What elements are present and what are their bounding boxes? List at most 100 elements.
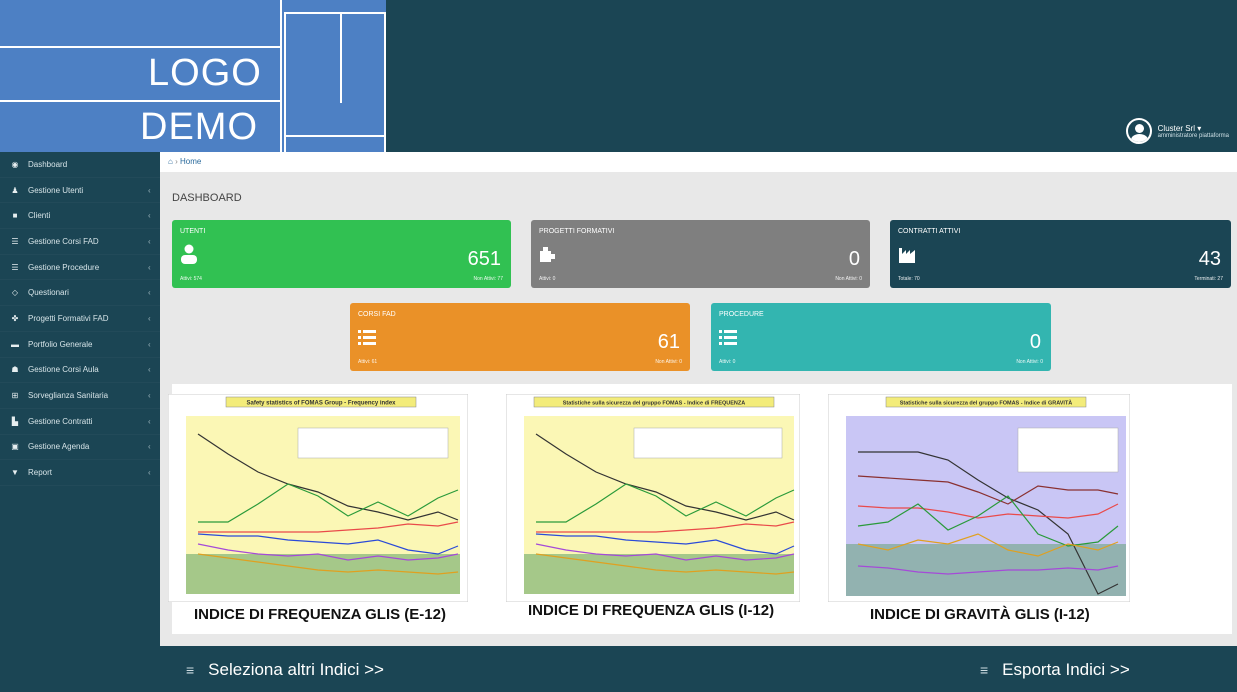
sidebar-item-label: Portfolio Generale xyxy=(28,339,93,349)
list-icon: ☰ xyxy=(11,262,19,272)
tile-value: 0 xyxy=(1029,331,1041,353)
tile-contratti-attivi[interactable]: CONTRATTI ATTIVI 43 Totale: 70 Terminati… xyxy=(890,220,1231,288)
sidebar-item-label: Gestione Procedure xyxy=(28,262,100,272)
footer-bar: ≡ Seleziona altri Indici >> ≡ Esporta In… xyxy=(0,646,1237,692)
user-icon: ♟ xyxy=(11,185,19,195)
sidebar-item-report[interactable]: ▼ Report ‹ xyxy=(0,460,160,486)
sidebar-item-label: Report xyxy=(28,468,53,478)
chevron-left-icon: ‹ xyxy=(148,211,151,221)
sidebar-item-label: Gestione Corsi Aula xyxy=(28,365,99,375)
chart-caption: INDICE DI FREQUENZA GLIS (E-12) xyxy=(194,606,446,623)
user-role: amministratore piattaforma xyxy=(1157,132,1229,139)
user-icon xyxy=(181,244,197,264)
diamond-icon: ◇ xyxy=(11,288,19,298)
menu-icon: ≡ xyxy=(186,662,195,678)
tile-footer-left: Totale: 70 xyxy=(898,276,920,282)
chevron-left-icon: ‹ xyxy=(148,262,151,272)
menu-icon: ≡ xyxy=(980,662,989,678)
chart-gravity-i12[interactable]: Statistiche sulla sicurezza del gruppo F… xyxy=(828,394,1130,602)
chart-caption: INDICE DI FREQUENZA GLIS (I-12) xyxy=(528,602,775,619)
user-name: Cluster Srl xyxy=(1157,123,1195,133)
logo-line2: DEMO xyxy=(140,106,258,148)
chevron-left-icon: ‹ xyxy=(148,288,151,298)
tile-footer-right: Non Attivi: 0 xyxy=(655,359,682,365)
sidebar-item-label: Gestione Contratti xyxy=(28,416,93,426)
chevron-left-icon: ‹ xyxy=(148,313,151,323)
breadcrumb-separator: › xyxy=(175,157,178,166)
logo[interactable]: LOGO DEMO xyxy=(0,0,386,152)
puzzle-icon xyxy=(540,247,555,262)
avatar-icon[interactable] xyxy=(1125,118,1152,144)
tile-title: PROCEDURE xyxy=(719,311,764,318)
sidebar-item-gestione-corsi-fad[interactable]: ☰ Gestione Corsi FAD ‹ xyxy=(0,229,160,255)
users-icon: ☗ xyxy=(11,365,19,375)
chevron-down-icon[interactable]: ▾ xyxy=(1197,123,1202,133)
chart-header: Statistiche sulla sicurezza del gruppo F… xyxy=(900,400,1073,407)
chart-frequency-e12[interactable]: Safety statistics of FOMAS Group - Frequ… xyxy=(168,394,468,602)
select-indices-button[interactable]: ≡ Seleziona altri Indici >> xyxy=(186,660,384,680)
tile-value: 61 xyxy=(657,331,680,353)
logo-line1: LOGO xyxy=(148,52,262,94)
chart-frequency-i12[interactable]: Statistiche sulla sicurezza del gruppo F… xyxy=(506,394,800,602)
select-indices-label: Seleziona altri Indici >> xyxy=(208,660,384,679)
sidebar-item-gestione-corsi-aula[interactable]: ☗ Gestione Corsi Aula ‹ xyxy=(0,358,160,384)
tile-footer-left: Attivi: 61 xyxy=(358,359,378,365)
tile-footer-right: Non Attivi: 77 xyxy=(473,276,503,282)
sidebar-item-label: Gestione Agenda xyxy=(28,442,90,452)
plus-square-icon: ⊞ xyxy=(11,391,19,401)
sidebar-item-label: Gestione Utenti xyxy=(28,185,84,195)
export-indices-button[interactable]: ≡ Esporta Indici >> xyxy=(980,660,1130,680)
list-icon: ☰ xyxy=(11,236,19,246)
factory-icon xyxy=(899,248,915,263)
tile-footer-right: Terminati: 27 xyxy=(1194,276,1223,282)
sidebar-item-sorveglianza-sanitaria[interactable]: ⊞ Sorveglianza Sanitaria ‹ xyxy=(0,383,160,409)
home-icon[interactable]: ⌂ xyxy=(168,157,173,166)
sidebar-item-gestione-procedure[interactable]: ☰ Gestione Procedure ‹ xyxy=(0,255,160,281)
sidebar-item-label: Clienti xyxy=(28,211,51,221)
charts-panel: Safety statistics of FOMAS Group - Frequ… xyxy=(168,384,1232,634)
chart-caption: INDICE DI GRAVITÀ GLIS (I-12) xyxy=(870,606,1090,623)
sidebar-item-label: Questionari xyxy=(28,288,69,298)
sidebar-item-dashboard[interactable]: ◉ Dashboard xyxy=(0,152,160,178)
chevron-left-icon: ‹ xyxy=(148,416,151,426)
tile-footer-left: Attivi: 574 xyxy=(180,276,202,282)
sidebar-item-label: Progetti Formativi FAD xyxy=(28,313,109,323)
sidebar-item-gestione-utenti[interactable]: ♟ Gestione Utenti ‹ xyxy=(0,178,160,204)
sidebar-item-clienti[interactable]: ■ Clienti ‹ xyxy=(0,203,160,229)
chart-header: Statistiche sulla sicurezza del gruppo F… xyxy=(563,401,745,407)
dashboard-icon: ◉ xyxy=(11,159,19,169)
chevron-left-icon: ‹ xyxy=(148,442,151,452)
sidebar: ◉ Dashboard ♟ Gestione Utenti ‹ ■ Clienti ‹ ☰ Ges… xyxy=(0,152,160,646)
sidebar-item-gestione-agenda[interactable]: ▣ Gestione Agenda ‹ xyxy=(0,435,160,461)
folder-icon: ▬ xyxy=(11,339,19,349)
tile-utenti[interactable]: UTENTI 651 Attivi: 574 Non Attivi: 77 xyxy=(172,220,511,288)
main-content: ⌂ › Home DASHBOARD UTENTI 651 Attivi: 57… xyxy=(160,152,1237,646)
top-header xyxy=(386,0,1237,152)
list-icon xyxy=(358,330,376,345)
tile-procedure[interactable]: PROCEDURE 0 Attivi: 0 Non Attivi: 0 xyxy=(711,303,1051,371)
user-menu[interactable]: Cluster Srl ▾ amministratore piattaforma xyxy=(1125,118,1229,144)
sidebar-item-portfolio-generale[interactable]: ▬ Portfolio Generale ‹ xyxy=(0,332,160,358)
chevron-left-icon: ‹ xyxy=(148,185,151,195)
chart-header: Safety statistics of FOMAS Group - Frequ… xyxy=(246,401,396,407)
sidebar-item-questionari[interactable]: ◇ Questionari ‹ xyxy=(0,280,160,306)
tile-title: CORSI FAD xyxy=(358,311,396,318)
tile-corsi-fad[interactable]: CORSI FAD 61 Attivi: 61 Non Attivi: 0 xyxy=(350,303,690,371)
sidebar-item-gestione-contratti[interactable]: ▙ Gestione Contratti ‹ xyxy=(0,409,160,435)
tile-footer-right: Non Attivi: 0 xyxy=(835,276,862,282)
sidebar-item-label: Dashboard xyxy=(28,159,68,169)
tile-value: 0 xyxy=(848,248,860,270)
briefcase-icon: ■ xyxy=(12,211,18,221)
breadcrumb: ⌂ › Home xyxy=(160,152,1237,172)
breadcrumb-home[interactable]: Home xyxy=(179,157,202,166)
tile-value: 651 xyxy=(467,248,501,270)
chevron-left-icon: ‹ xyxy=(148,391,151,401)
tile-value: 43 xyxy=(1198,248,1221,270)
tile-footer-left: Attivi: 0 xyxy=(539,276,556,282)
tile-progetti-formativi[interactable]: PROGETTI FORMATIVI 0 Attivi: 0 Non Attiv… xyxy=(531,220,870,288)
chevron-left-icon: ‹ xyxy=(148,468,151,478)
sidebar-item-progetti-formativi-fad[interactable]: ✤ Progetti Formativi FAD ‹ xyxy=(0,306,160,332)
puzzle-icon: ✤ xyxy=(11,313,19,323)
tile-title: UTENTI xyxy=(180,228,206,235)
chevron-left-icon: ‹ xyxy=(148,339,151,349)
